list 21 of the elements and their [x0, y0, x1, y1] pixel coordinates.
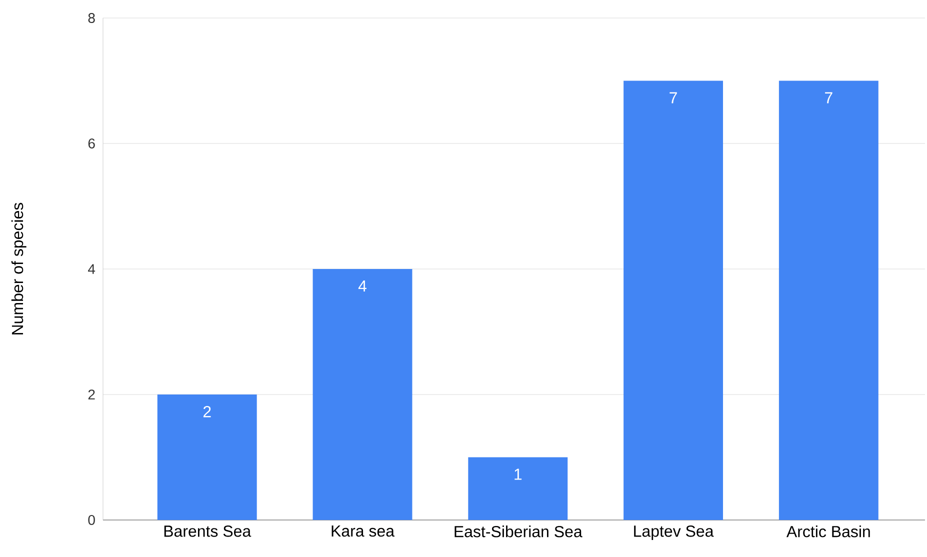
x-tick-label: Kara sea — [332, 526, 395, 537]
bar — [624, 80, 724, 520]
x-tick-label: Barents Sea — [164, 526, 252, 537]
x-tick-label: Laptev Sea — [634, 526, 714, 540]
bar — [157, 394, 257, 520]
data-label: 7 — [825, 92, 832, 104]
data-label: 7 — [670, 92, 677, 104]
bar — [778, 80, 878, 520]
y-tick-label: 2 — [88, 390, 95, 400]
y-axis-title: Number of species — [11, 202, 26, 334]
y-tick-label: 8 — [88, 13, 95, 23]
y-tick-label: 0 — [88, 515, 95, 525]
data-label: 4 — [358, 280, 366, 292]
x-tick-label: East-Siberian Sea — [454, 526, 582, 538]
bar — [468, 457, 568, 520]
data-label: 2 — [203, 406, 211, 418]
y-tick-label: 6 — [88, 138, 95, 148]
x-tick-label: Arctic Basin — [786, 526, 870, 538]
data-label: 1 — [514, 468, 522, 480]
y-tick-label: 4 — [88, 264, 96, 274]
bar — [312, 268, 412, 520]
